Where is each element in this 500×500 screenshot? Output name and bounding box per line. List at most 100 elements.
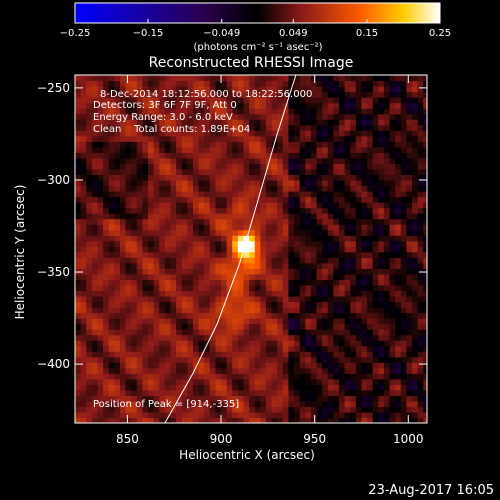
heatmap-cell bbox=[198, 284, 205, 292]
heatmap-cell bbox=[406, 141, 413, 148]
heatmap-cell bbox=[355, 213, 363, 220]
heatmap-cell bbox=[176, 295, 183, 303]
heatmap-cell bbox=[254, 102, 261, 109]
heatmap-cell bbox=[265, 207, 273, 214]
heatmap-cell bbox=[367, 135, 374, 142]
heatmap-cell bbox=[412, 191, 419, 198]
heatmap-cell bbox=[221, 400, 228, 408]
heatmap-cell bbox=[361, 119, 368, 126]
heatmap-cell bbox=[80, 191, 87, 198]
heatmap-cell bbox=[232, 312, 239, 319]
heatmap-cell bbox=[148, 279, 155, 286]
heatmap-cell bbox=[142, 284, 149, 292]
heatmap-cell bbox=[232, 301, 239, 308]
heatmap-cell bbox=[305, 257, 312, 264]
heatmap-cell bbox=[86, 196, 93, 203]
heatmap-cell bbox=[237, 384, 245, 391]
heatmap-cell bbox=[305, 378, 312, 385]
heatmap-cell bbox=[108, 179, 115, 187]
heatmap-cell bbox=[125, 417, 132, 423]
heatmap-cell bbox=[282, 202, 290, 209]
heatmap-cell bbox=[204, 246, 211, 253]
heatmap-cell bbox=[192, 196, 200, 203]
heatmap-cell bbox=[108, 334, 115, 341]
heatmap-cell bbox=[159, 86, 166, 93]
heatmap-cell bbox=[221, 113, 228, 120]
heatmap-cell bbox=[119, 362, 127, 369]
heatmap-cell bbox=[327, 290, 334, 297]
heatmap-cell bbox=[282, 130, 290, 137]
heatmap-cell bbox=[114, 75, 121, 82]
heatmap-cell bbox=[355, 251, 363, 258]
heatmap-cell bbox=[344, 307, 351, 314]
heatmap-cell bbox=[198, 268, 205, 275]
heatmap-cell bbox=[114, 246, 121, 253]
heatmap-cell bbox=[187, 185, 194, 192]
heatmap-cell bbox=[131, 146, 138, 153]
heatmap-cell bbox=[412, 102, 419, 109]
heatmap-cell bbox=[299, 273, 306, 280]
heatmap-cell bbox=[204, 157, 211, 164]
heatmap-cell bbox=[260, 168, 267, 176]
heatmap-cell bbox=[176, 168, 183, 176]
heatmap-cell bbox=[395, 124, 402, 131]
heatmap-cell bbox=[108, 351, 115, 358]
heatmap-cell bbox=[333, 224, 340, 231]
heatmap-cell bbox=[383, 406, 391, 413]
heatmap-cell bbox=[327, 113, 334, 120]
heatmap-cell bbox=[249, 196, 256, 203]
heatmap-cell bbox=[367, 262, 374, 269]
heatmap-cell bbox=[243, 202, 250, 209]
heatmap-cell bbox=[316, 340, 323, 347]
heatmap-cell bbox=[243, 146, 250, 153]
heatmap-cell bbox=[277, 119, 284, 126]
heatmap-cell bbox=[378, 119, 385, 126]
heatmap-cell bbox=[254, 284, 261, 292]
heatmap-cell bbox=[310, 373, 318, 380]
heatmap-cell bbox=[176, 351, 183, 358]
heatmap-cell bbox=[119, 135, 127, 142]
heatmap-cell bbox=[417, 389, 424, 396]
heatmap-cell bbox=[389, 329, 396, 336]
heatmap-cell bbox=[221, 168, 228, 176]
heatmap-cell bbox=[237, 367, 245, 374]
heatmap-cell bbox=[277, 312, 284, 319]
heatmap-cell bbox=[80, 373, 87, 380]
heatmap-cell bbox=[333, 351, 340, 358]
heatmap-cell bbox=[176, 75, 183, 82]
heatmap-cell bbox=[389, 240, 396, 247]
heatmap-cell bbox=[389, 400, 396, 408]
heatmap-cell bbox=[187, 163, 194, 170]
heatmap-cell bbox=[333, 91, 340, 98]
heatmap-cell bbox=[383, 157, 391, 164]
heatmap-cell bbox=[136, 290, 144, 297]
heatmap-cell bbox=[198, 406, 205, 413]
heatmap-cell bbox=[260, 146, 267, 153]
heatmap-cell bbox=[406, 86, 413, 93]
heatmap-cell bbox=[310, 102, 318, 109]
heatmap-cell bbox=[406, 152, 413, 159]
heatmap-cell bbox=[423, 229, 427, 236]
heatmap-cell bbox=[406, 378, 413, 385]
heatmap-cell bbox=[153, 307, 160, 314]
heatmap-cell bbox=[271, 124, 278, 131]
heatmap-cell bbox=[103, 323, 110, 330]
heatmap-cell bbox=[395, 329, 402, 336]
y-axis-label: Heliocentric Y (arcsec) bbox=[13, 185, 27, 320]
heatmap-cell bbox=[153, 240, 160, 247]
heatmap-cell bbox=[322, 411, 329, 419]
heatmap-cell bbox=[181, 91, 188, 98]
heatmap-cell bbox=[378, 251, 385, 258]
heatmap-cell bbox=[299, 307, 306, 314]
heatmap-cell bbox=[339, 102, 346, 109]
heatmap-cell bbox=[395, 218, 402, 225]
heatmap-cell bbox=[232, 196, 239, 203]
heatmap-cell bbox=[254, 340, 261, 347]
heatmap-cell bbox=[86, 213, 93, 220]
heatmap-cell bbox=[153, 224, 160, 231]
heatmap-cell bbox=[265, 119, 273, 126]
heatmap-cell bbox=[282, 400, 290, 408]
heatmap-cell bbox=[260, 395, 267, 402]
heatmap-cell bbox=[209, 174, 217, 181]
heatmap-cell bbox=[198, 340, 205, 347]
